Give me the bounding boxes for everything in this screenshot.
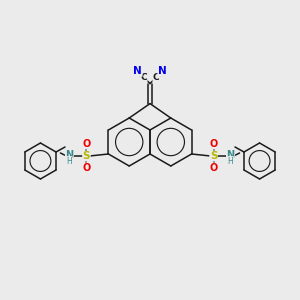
Text: O: O	[209, 163, 218, 173]
Text: O: O	[209, 139, 218, 149]
Text: C: C	[140, 73, 147, 82]
Text: N: N	[226, 150, 235, 160]
Text: S: S	[83, 151, 90, 161]
Text: H: H	[67, 157, 72, 166]
Text: N: N	[65, 150, 74, 160]
Text: H: H	[228, 157, 233, 166]
Text: N: N	[133, 66, 142, 76]
Text: S: S	[210, 151, 217, 161]
Text: O: O	[82, 163, 91, 173]
Text: O: O	[82, 139, 91, 149]
Text: N: N	[158, 66, 167, 76]
Text: C: C	[153, 73, 160, 82]
